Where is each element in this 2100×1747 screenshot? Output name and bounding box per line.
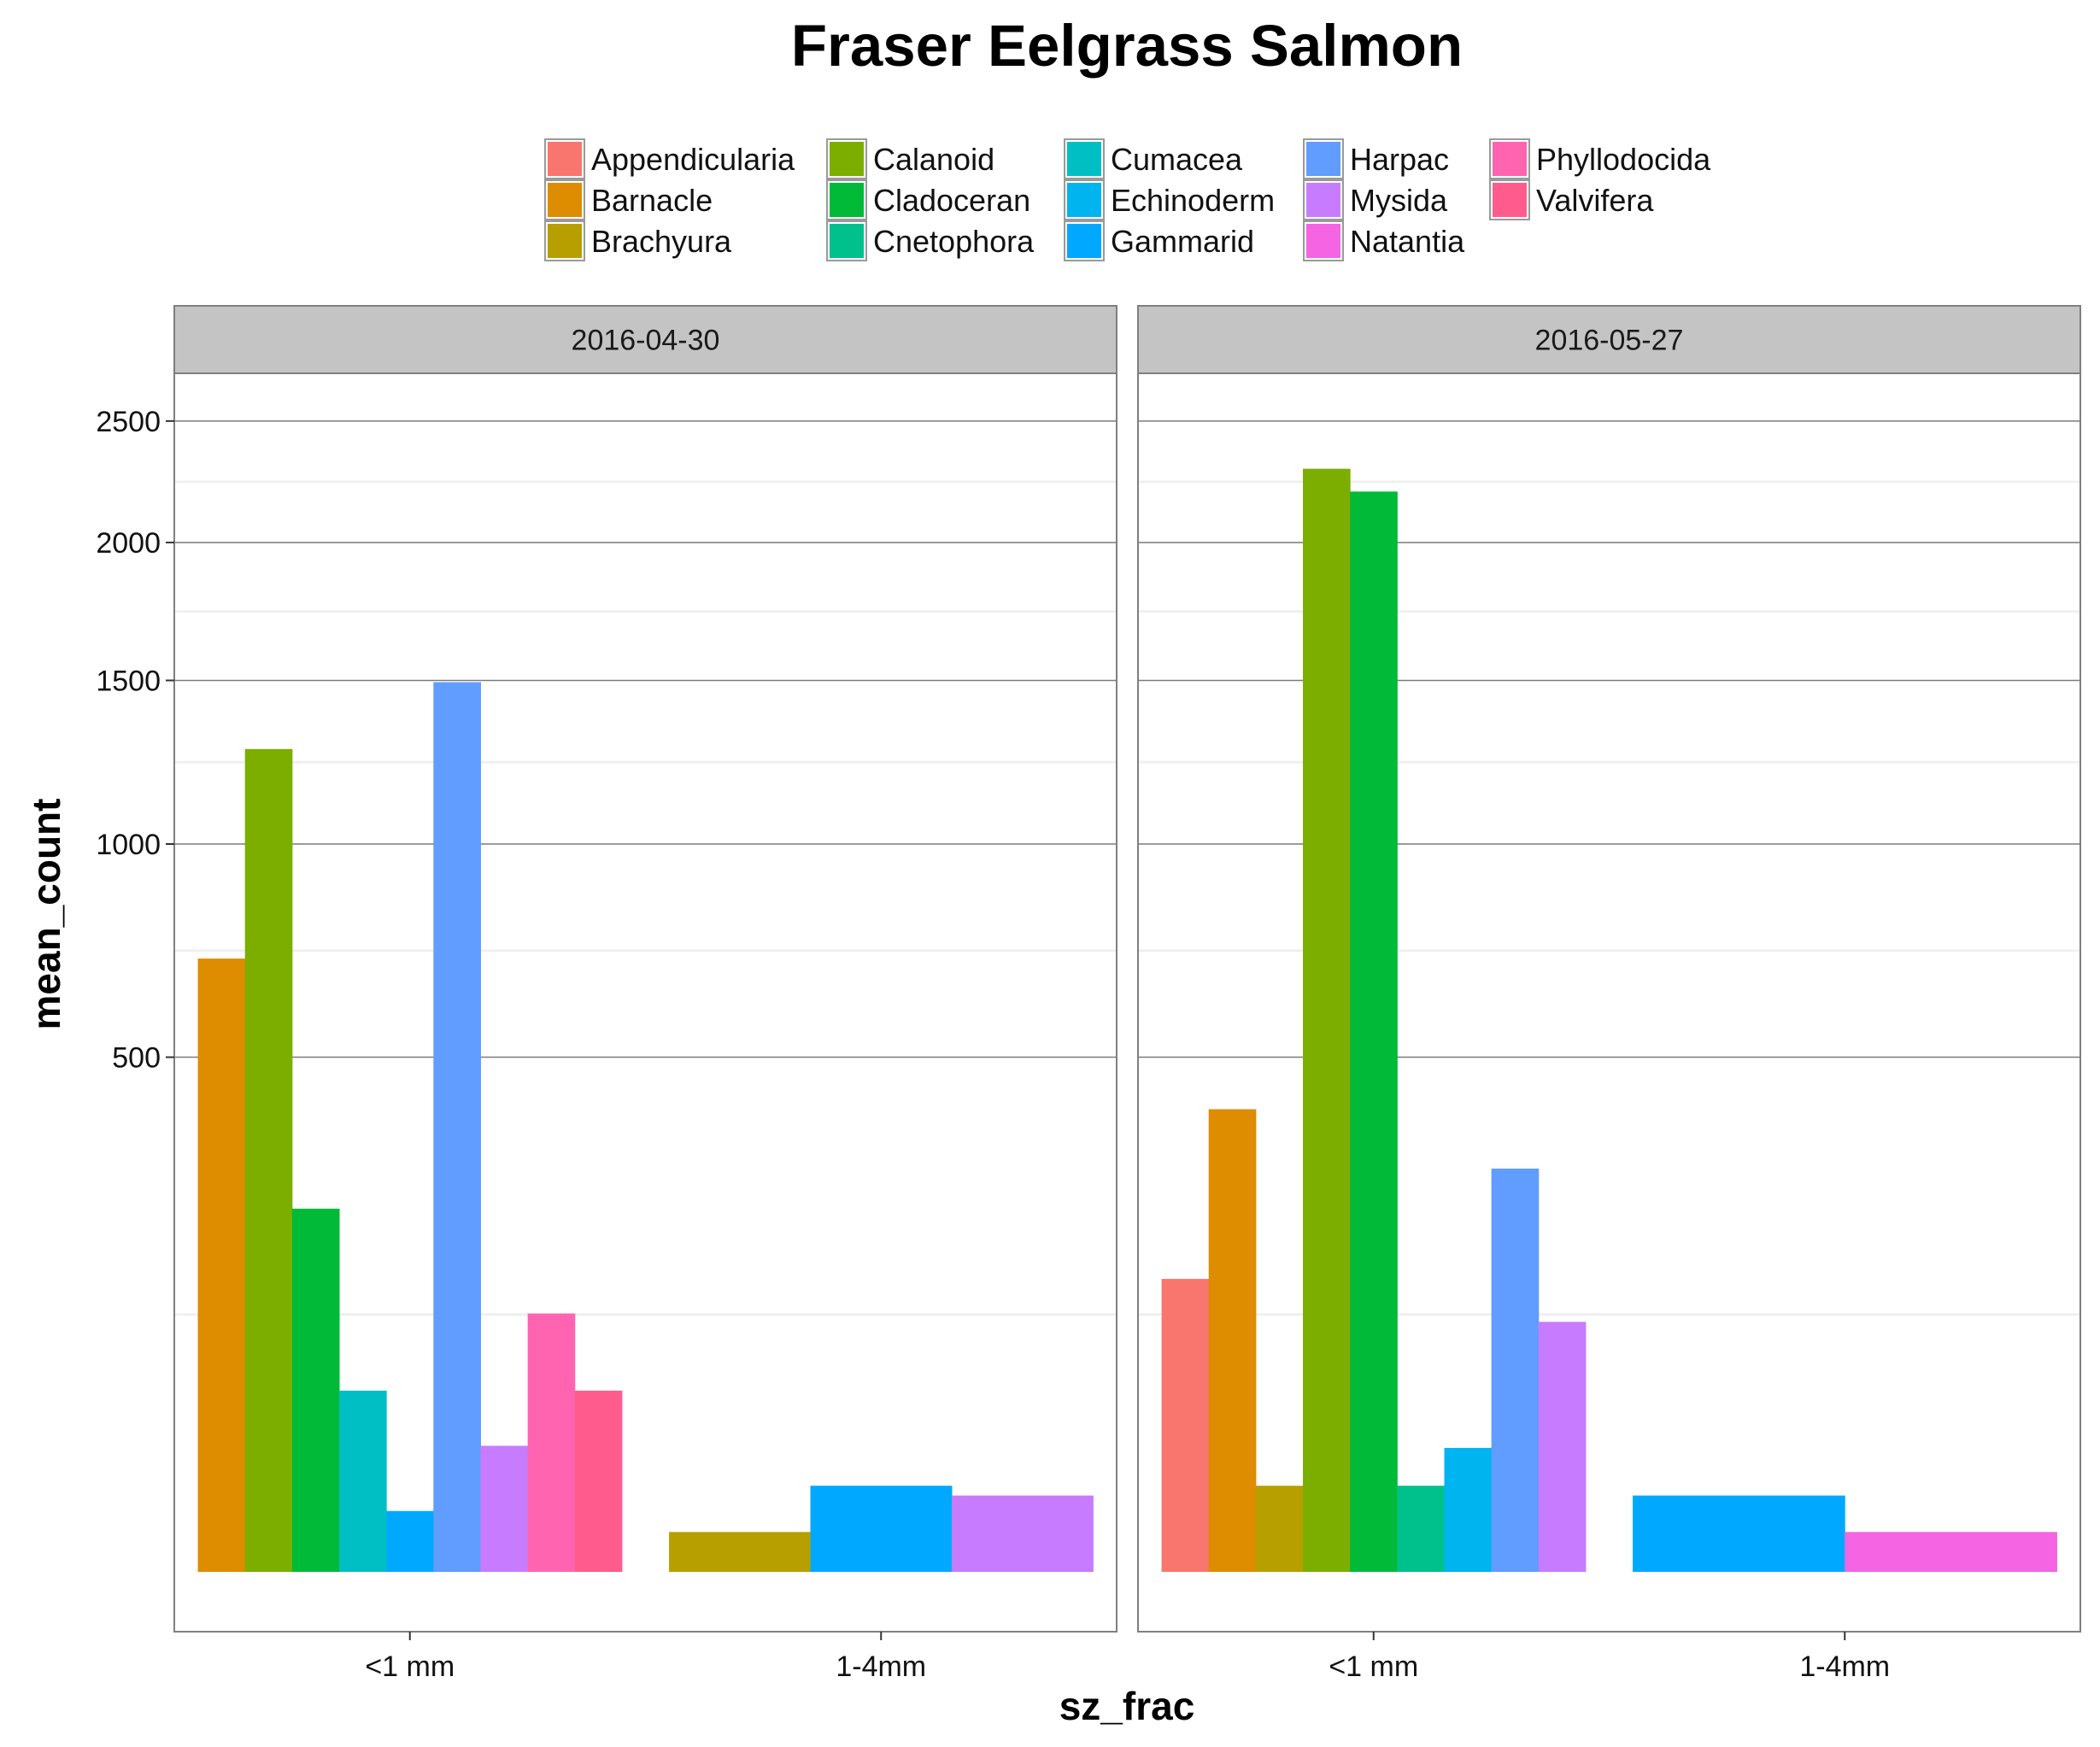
bar-appendicularia	[1161, 1279, 1210, 1572]
y-tick-label: 1500	[96, 665, 161, 698]
bar-cladoceran	[291, 1208, 340, 1572]
bar-calanoid	[1303, 468, 1351, 1573]
legend-item: Valvifera	[1489, 179, 1654, 220]
legend-key-cladoceran	[830, 183, 864, 217]
legend-key-echinoderm	[1067, 183, 1101, 217]
panel-background	[1138, 373, 2080, 1632]
x-tick-label: <1 mm	[365, 1650, 455, 1683]
legend-item: Harpac	[1303, 138, 1449, 179]
bar-cnetophora	[1397, 1486, 1445, 1572]
facet-strip	[173, 305, 1117, 374]
panel-border	[1137, 372, 2081, 1633]
bar-mysida	[480, 1445, 529, 1572]
legend-key-harpac	[1306, 142, 1340, 176]
legend-item: Gammarid	[1064, 220, 1254, 261]
legend-key-gammarid	[1067, 224, 1101, 258]
chart-title: Fraser Eelgrass Salmon	[791, 13, 1463, 79]
facet-panels: 2016-04-30 <1 mm 1-4mm 2016-05-27 <1 mm 1-4mm	[173, 305, 2081, 1683]
legend-item: Phyllodocida	[1489, 138, 1711, 179]
y-tick-label: 1000	[96, 829, 161, 861]
bar-harpac	[433, 682, 481, 1572]
y-axis: 500 1000 1500 2000 2500	[96, 406, 174, 1075]
bar-cladoceran	[1350, 491, 1398, 1572]
bar-barnacle	[1208, 1109, 1257, 1572]
facet-strip-label: 2016-05-27	[1535, 325, 1684, 357]
legend-key-brachyura	[548, 224, 582, 258]
bar-valvifera	[574, 1390, 623, 1572]
legend-item: Cnetophora	[826, 220, 1035, 261]
legend-key-cnetophora	[830, 224, 864, 258]
legend-label: Natantia	[1350, 224, 1465, 259]
legend: Appendicularia Barnacle Brachyura Calanoid C…	[544, 138, 1711, 261]
legend-label: Mysida	[1350, 183, 1448, 218]
bar-gammarid	[810, 1486, 953, 1572]
legend-item: Barnacle	[544, 179, 713, 220]
facet-strip-label: 2016-04-30	[572, 325, 720, 357]
legend-key-appendicularia	[548, 142, 582, 176]
facet-panel: 2016-04-30 <1 mm 1-4mm	[173, 305, 1117, 1683]
bar-phyllodocida	[527, 1313, 576, 1572]
bar-mysida	[951, 1495, 1094, 1572]
bar-mysida	[1538, 1322, 1587, 1572]
legend-label: Barnacle	[591, 183, 713, 218]
x-tick-label: <1 mm	[1329, 1650, 1418, 1683]
bar-brachyura	[669, 1532, 812, 1572]
panel-border	[173, 372, 1117, 1633]
legend-key-barnacle	[548, 183, 582, 217]
legend-label: Appendicularia	[591, 142, 795, 177]
bar-harpac	[1491, 1168, 1540, 1572]
legend-label: Cumacea	[1111, 142, 1243, 177]
x-tick-label: 1-4mm	[1799, 1650, 1890, 1683]
facet-panel: 2016-05-27 <1 mm 1-4mm	[1137, 305, 2081, 1683]
legend-label: Cladoceran	[873, 183, 1030, 218]
legend-label: Brachyura	[591, 224, 732, 259]
legend-label: Cnetophora	[873, 224, 1035, 259]
legend-label: Gammarid	[1111, 224, 1254, 259]
legend-label: Harpac	[1350, 142, 1449, 177]
legend-label: Valvifera	[1536, 183, 1654, 218]
legend-label: Phyllodocida	[1536, 142, 1711, 177]
bar-barnacle	[197, 959, 246, 1572]
legend-item: Cladoceran	[826, 179, 1030, 220]
y-tick-label: 2000	[96, 527, 161, 560]
legend-key-calanoid	[830, 142, 864, 176]
bar-echinoderm	[1444, 1447, 1493, 1572]
legend-key-mysida	[1306, 183, 1340, 217]
y-tick-label: 2500	[96, 406, 161, 438]
legend-item: Mysida	[1303, 179, 1448, 220]
x-tick-label: 1-4mm	[836, 1650, 926, 1683]
legend-label: Calanoid	[873, 142, 994, 177]
y-tick-label: 500	[112, 1042, 161, 1075]
legend-key-valvifera	[1493, 183, 1527, 217]
bar-gammarid	[386, 1510, 434, 1572]
x-axis-title: sz_frac	[1059, 1684, 1195, 1728]
bar-calanoid	[244, 748, 293, 1572]
facet-strip	[1137, 305, 2081, 374]
legend-item: Cumacea	[1064, 138, 1243, 179]
legend-item: Brachyura	[544, 220, 732, 261]
legend-label: Echinoderm	[1111, 183, 1275, 218]
legend-key-phyllodocida	[1493, 142, 1527, 176]
y-axis-title: mean_count	[24, 799, 68, 1030]
bar-brachyura	[1255, 1486, 1304, 1572]
legend-item: Appendicularia	[544, 138, 795, 179]
legend-item: Echinoderm	[1064, 179, 1275, 220]
legend-key-cumacea	[1067, 142, 1101, 176]
legend-key-natantia	[1306, 224, 1340, 258]
bar-gammarid	[1633, 1495, 1845, 1572]
bar-natantia	[1845, 1532, 2057, 1572]
legend-item: Natantia	[1303, 220, 1465, 261]
legend-item: Calanoid	[826, 138, 994, 179]
bar-cumacea	[339, 1390, 387, 1572]
